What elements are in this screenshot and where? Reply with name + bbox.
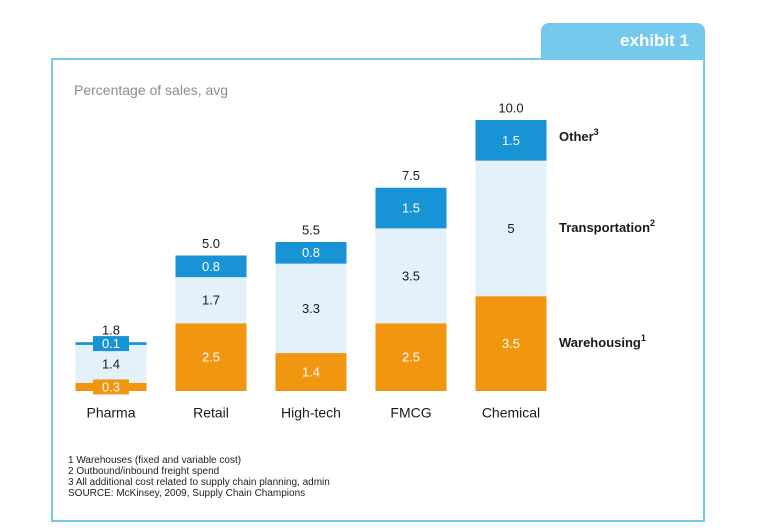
chart-subtitle: Percentage of sales, avg	[74, 82, 229, 98]
bar-high-tech-warehousing	[275, 353, 347, 391]
category-label-fmcg: FMCG	[390, 405, 431, 421]
bar-retail-other	[175, 255, 247, 278]
bar-chemical-transportation	[475, 160, 547, 297]
footnotes: 1 Warehouses (fixed and variable cost) 2…	[68, 455, 330, 499]
total-label-chemical: 10.0	[498, 100, 523, 115]
bar-retail-transportation	[175, 277, 247, 324]
footnote-1: 1 Warehouses (fixed and variable cost)	[68, 455, 242, 466]
data-label-retail-warehousing: 2.5	[202, 350, 220, 365]
bar-chemical-warehousing	[475, 296, 547, 391]
data-label-chemical-warehousing: 3.5	[502, 336, 520, 351]
total-label-high-tech: 5.5	[302, 222, 320, 237]
bar-chemical-other	[475, 120, 547, 161]
data-label-high-tech-other: 0.8	[302, 245, 320, 260]
legend-warehousing: Warehousing1	[559, 333, 646, 350]
exhibit-label: exhibit 1	[620, 31, 689, 50]
data-label-chemical-other: 1.5	[502, 133, 520, 148]
category-label-pharma: Pharma	[86, 405, 135, 421]
legend-other: Other3	[559, 127, 599, 144]
bar-pharma-transportation	[75, 344, 147, 383]
total-label-pharma: 1.8	[102, 323, 120, 338]
data-label-chemical-transportation: 5	[507, 221, 514, 236]
category-label-high-tech: High-tech	[281, 405, 341, 421]
bar-fmcg-other	[375, 187, 447, 229]
bar-fmcg-warehousing	[375, 323, 447, 391]
footnote-3: 3 All additional cost related to supply …	[68, 477, 330, 488]
data-label-high-tech-warehousing: 1.4	[302, 364, 320, 379]
category-label-chemical: Chemical	[482, 405, 540, 421]
data-label-high-tech-transportation: 3.3	[302, 301, 320, 316]
data-label-retail-other: 0.8	[202, 259, 220, 274]
footnote-source: SOURCE: McKinsey, 2009, Supply Chain Cha…	[68, 488, 306, 499]
category-label-retail: Retail	[193, 405, 229, 421]
bar-fmcg-transportation	[375, 228, 447, 324]
label-box-pharma-other	[93, 336, 129, 352]
data-label-pharma-warehousing: 0.3	[102, 379, 120, 394]
exhibit-tab: exhibit 1	[541, 23, 705, 59]
data-label-pharma-transportation: 1.4	[102, 356, 120, 371]
footnote-2: 2 Outbound/inbound freight spend	[68, 466, 220, 477]
legend-transportation: Transportation2	[559, 218, 655, 235]
data-label-fmcg-transportation: 3.5	[402, 268, 420, 283]
total-label-fmcg: 7.5	[402, 168, 420, 183]
data-label-pharma-other: 0.1	[102, 336, 120, 351]
data-label-retail-transportation: 1.7	[202, 293, 220, 308]
data-label-fmcg-other: 1.5	[402, 201, 420, 216]
bar-high-tech-transportation	[275, 263, 347, 354]
label-box-pharma-warehousing	[93, 379, 129, 395]
total-label-retail: 5.0	[202, 236, 220, 251]
bar-retail-warehousing	[175, 323, 247, 391]
data-label-fmcg-warehousing: 2.5	[402, 350, 420, 365]
bar-high-tech-other	[275, 241, 347, 264]
